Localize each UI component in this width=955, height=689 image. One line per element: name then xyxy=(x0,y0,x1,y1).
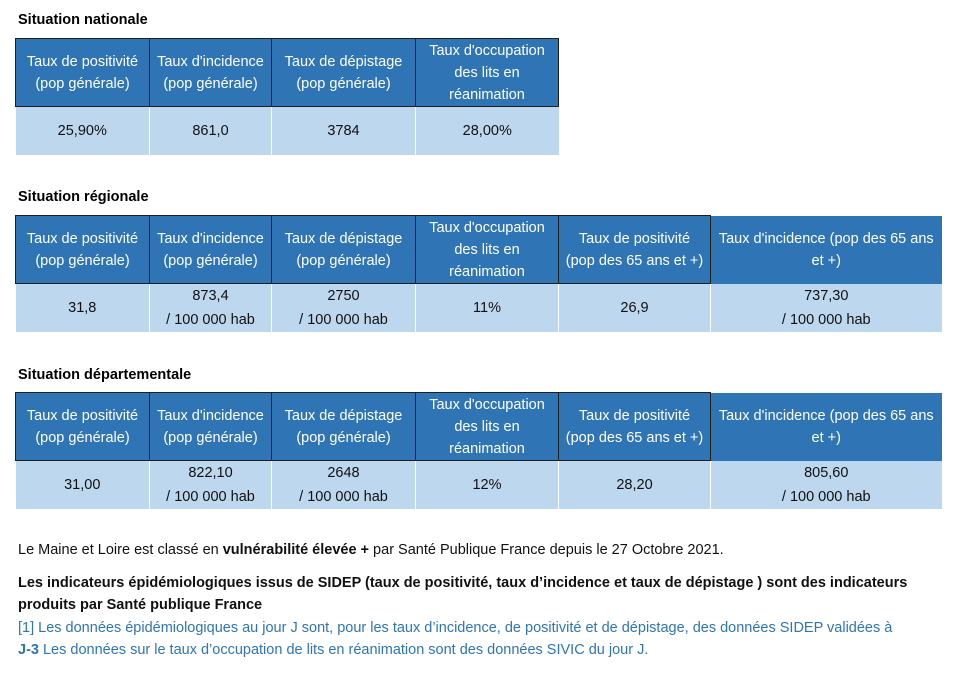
value-incidence-65: 737,30/ 100 000 hab xyxy=(710,283,942,332)
value-screening: 2750/ 100 000 hab xyxy=(271,283,416,332)
header-positivity: Taux de positivité (pop générale) xyxy=(15,392,150,461)
national-value-row: 25,90% 861,0 3784 28,00% xyxy=(15,106,559,155)
header-positivity-65: Taux de positivité (pop des 65 ans et +) xyxy=(558,215,711,284)
value-screening: 2648/ 100 000 hab xyxy=(271,460,416,509)
value-icu-occupancy: 12% xyxy=(415,460,559,509)
value-positivity-65: 28,20 xyxy=(558,460,711,509)
value-screening: 3784 xyxy=(271,106,416,155)
departmental-value-row: 31,00 822,10/ 100 000 hab 2648/ 100 000 … xyxy=(15,460,942,509)
header-icu-occupancy: Taux d'occupation des lits en réanimation xyxy=(415,215,559,284)
sidep-note: Les indicateurs épidémiologiques issus d… xyxy=(18,575,908,613)
value-positivity: 31,00 xyxy=(15,460,150,509)
departmental-title: Situation départementale xyxy=(18,367,192,383)
regional-header-row: Taux de positivité (pop générale) Taux d'… xyxy=(15,215,942,284)
value-positivity-65: 26,9 xyxy=(558,283,711,332)
national-table: Taux de positivité (pop générale) Taux d'… xyxy=(15,38,559,155)
header-incidence: Taux d'incidence (pop générale) xyxy=(149,215,272,284)
departmental-table: Taux de positivité (pop générale) Taux d'… xyxy=(15,392,942,509)
header-positivity: Taux de positivité (pop générale) xyxy=(15,38,150,107)
value-positivity: 31,8 xyxy=(15,283,150,332)
header-incidence: Taux d'incidence (pop générale) xyxy=(149,392,272,461)
departmental-header-row: Taux de positivité (pop générale) Taux d'… xyxy=(15,392,942,461)
national-title: Situation nationale xyxy=(18,12,148,28)
header-screening: Taux de dépistage (pop générale) xyxy=(271,38,416,107)
footnote: [1] Les données épidémiologiques au jour… xyxy=(18,620,893,658)
value-icu-occupancy: 11% xyxy=(415,283,559,332)
regional-value-row: 31,8 873,4/ 100 000 hab 2750/ 100 000 ha… xyxy=(15,283,942,332)
header-icu-occupancy: Taux d'occupation des lits en réanimation xyxy=(415,38,559,107)
header-incidence: Taux d'incidence (pop générale) xyxy=(149,38,272,107)
vulnerability-note: Le Maine et Loire est classé en vulnérab… xyxy=(18,542,724,558)
header-positivity: Taux de positivité (pop générale) xyxy=(15,215,150,284)
header-positivity-65: Taux de positivité (pop des 65 ans et +) xyxy=(558,392,711,461)
value-positivity: 25,90% xyxy=(15,106,150,155)
regional-title: Situation régionale xyxy=(18,189,149,205)
header-icu-occupancy: Taux d'occupation des lits en réanimation xyxy=(415,392,559,461)
header-screening: Taux de dépistage (pop générale) xyxy=(271,215,416,284)
national-header-row: Taux de positivité (pop générale) Taux d'… xyxy=(15,38,559,107)
value-incidence-65: 805,60/ 100 000 hab xyxy=(710,460,942,509)
value-incidence: 822,10/ 100 000 hab xyxy=(149,460,272,509)
value-incidence: 861,0 xyxy=(149,106,272,155)
value-incidence: 873,4/ 100 000 hab xyxy=(149,283,272,332)
regional-table: Taux de positivité (pop générale) Taux d'… xyxy=(15,215,942,332)
header-screening: Taux de dépistage (pop générale) xyxy=(271,392,416,461)
header-incidence-65: Taux d'incidence (pop des 65 ans et +) xyxy=(710,392,942,461)
value-icu-occupancy: 28,00% xyxy=(415,106,559,155)
header-incidence-65: Taux d'incidence (pop des 65 ans et +) xyxy=(710,215,942,284)
